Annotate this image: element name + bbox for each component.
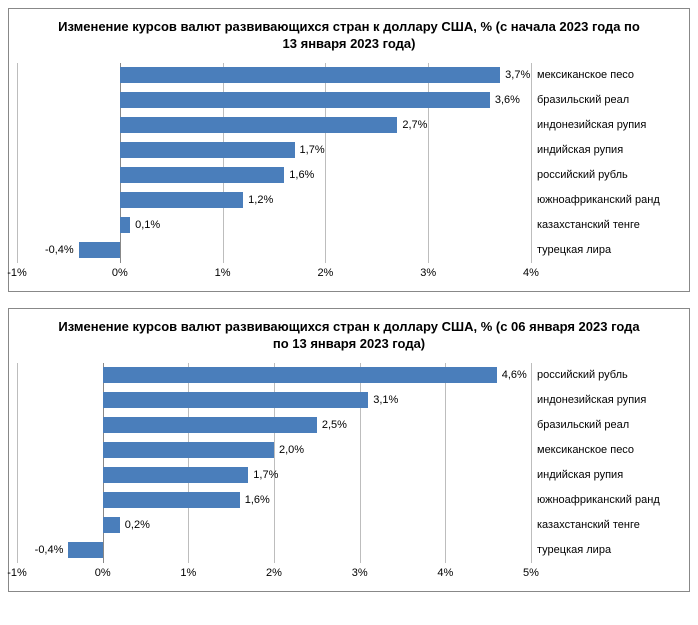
- bar: [103, 442, 274, 458]
- grid-line: [17, 363, 18, 563]
- value-label: 1,2%: [248, 194, 273, 206]
- x-tick: 3%: [420, 267, 436, 279]
- value-label: 0,2%: [125, 519, 150, 531]
- x-tick: 1%: [215, 267, 231, 279]
- value-label: -0,4%: [35, 544, 64, 556]
- bar: [120, 167, 284, 183]
- value-label: 2,5%: [322, 419, 347, 431]
- x-axis: -1%0%1%2%3%4%: [17, 263, 531, 283]
- x-tick: 4%: [523, 267, 539, 279]
- category-label: казахстанский тенге: [537, 519, 640, 531]
- value-label: 4,6%: [502, 369, 527, 381]
- value-label: 2,0%: [279, 444, 304, 456]
- category-label: индийская рупия: [537, 469, 623, 481]
- bar: [103, 467, 249, 483]
- category-label: индийская рупия: [537, 144, 623, 156]
- plot-area: 3,7% 3,6% 2,7% 1,7% 1,6% 1,2% 0,1% -0,4%: [17, 63, 531, 263]
- category-label: южноафриканский ранд: [537, 194, 660, 206]
- bar: [103, 367, 497, 383]
- category-label: российский рубль: [537, 169, 628, 181]
- bar: [120, 142, 295, 158]
- x-tick: 0%: [95, 567, 111, 579]
- x-axis: -1%0%1%2%3%4%5%: [17, 563, 531, 583]
- x-tick: 2%: [266, 567, 282, 579]
- value-label: 1,6%: [289, 169, 314, 181]
- bar: [103, 517, 120, 533]
- bar: [120, 117, 398, 133]
- x-tick: 0%: [112, 267, 128, 279]
- category-label: южноафриканский ранд: [537, 494, 660, 506]
- bar: [120, 92, 490, 108]
- category-label: российский рубль: [537, 369, 628, 381]
- x-tick: 1%: [180, 567, 196, 579]
- value-label: 3,1%: [373, 394, 398, 406]
- category-label: турецкая лира: [537, 544, 611, 556]
- bar: [68, 542, 102, 558]
- category-label: бразильский реал: [537, 419, 629, 431]
- grid-line: [17, 63, 18, 263]
- chart-panel: Изменение курсов валют развивающихся стр…: [8, 8, 690, 292]
- category-label: мексиканское песо: [537, 444, 634, 456]
- bar: [103, 492, 240, 508]
- value-label: 1,6%: [245, 494, 270, 506]
- bar: [120, 192, 243, 208]
- x-tick: 3%: [352, 567, 368, 579]
- bar: [120, 217, 130, 233]
- chart-title: Изменение курсов валют развивающихся стр…: [57, 19, 641, 53]
- x-tick: 2%: [317, 267, 333, 279]
- value-label: 2,7%: [402, 119, 427, 131]
- category-labels: российский рубль индонезийская рупия брази…: [531, 363, 681, 563]
- chart-panel: Изменение курсов валют развивающихся стр…: [8, 308, 690, 592]
- category-label: казахстанский тенге: [537, 219, 640, 231]
- value-label: 1,7%: [300, 144, 325, 156]
- bar: [103, 392, 369, 408]
- bar: [79, 242, 120, 258]
- x-tick: 5%: [523, 567, 539, 579]
- value-label: 3,6%: [495, 94, 520, 106]
- value-label: 0,1%: [135, 219, 160, 231]
- plot-area: 4,6% 3,1% 2,5% 2,0% 1,7% 1,6% 0,2% -0,4%: [17, 363, 531, 563]
- x-tick: 4%: [437, 567, 453, 579]
- value-label: 1,7%: [253, 469, 278, 481]
- category-label: индонезийская рупия: [537, 119, 646, 131]
- category-label: мексиканское песо: [537, 69, 634, 81]
- category-label: турецкая лира: [537, 244, 611, 256]
- category-label: бразильский реал: [537, 94, 629, 106]
- x-tick: -1%: [7, 267, 27, 279]
- bar: [120, 67, 500, 83]
- category-label: индонезийская рупия: [537, 394, 646, 406]
- chart-title: Изменение курсов валют развивающихся стр…: [57, 319, 641, 353]
- grid-line: [445, 363, 446, 563]
- category-labels: мексиканское песо бразильский реал индонез…: [531, 63, 681, 263]
- x-tick: -1%: [7, 567, 27, 579]
- value-label: 3,7%: [505, 69, 530, 81]
- bar: [103, 417, 317, 433]
- value-label: -0,4%: [45, 244, 74, 256]
